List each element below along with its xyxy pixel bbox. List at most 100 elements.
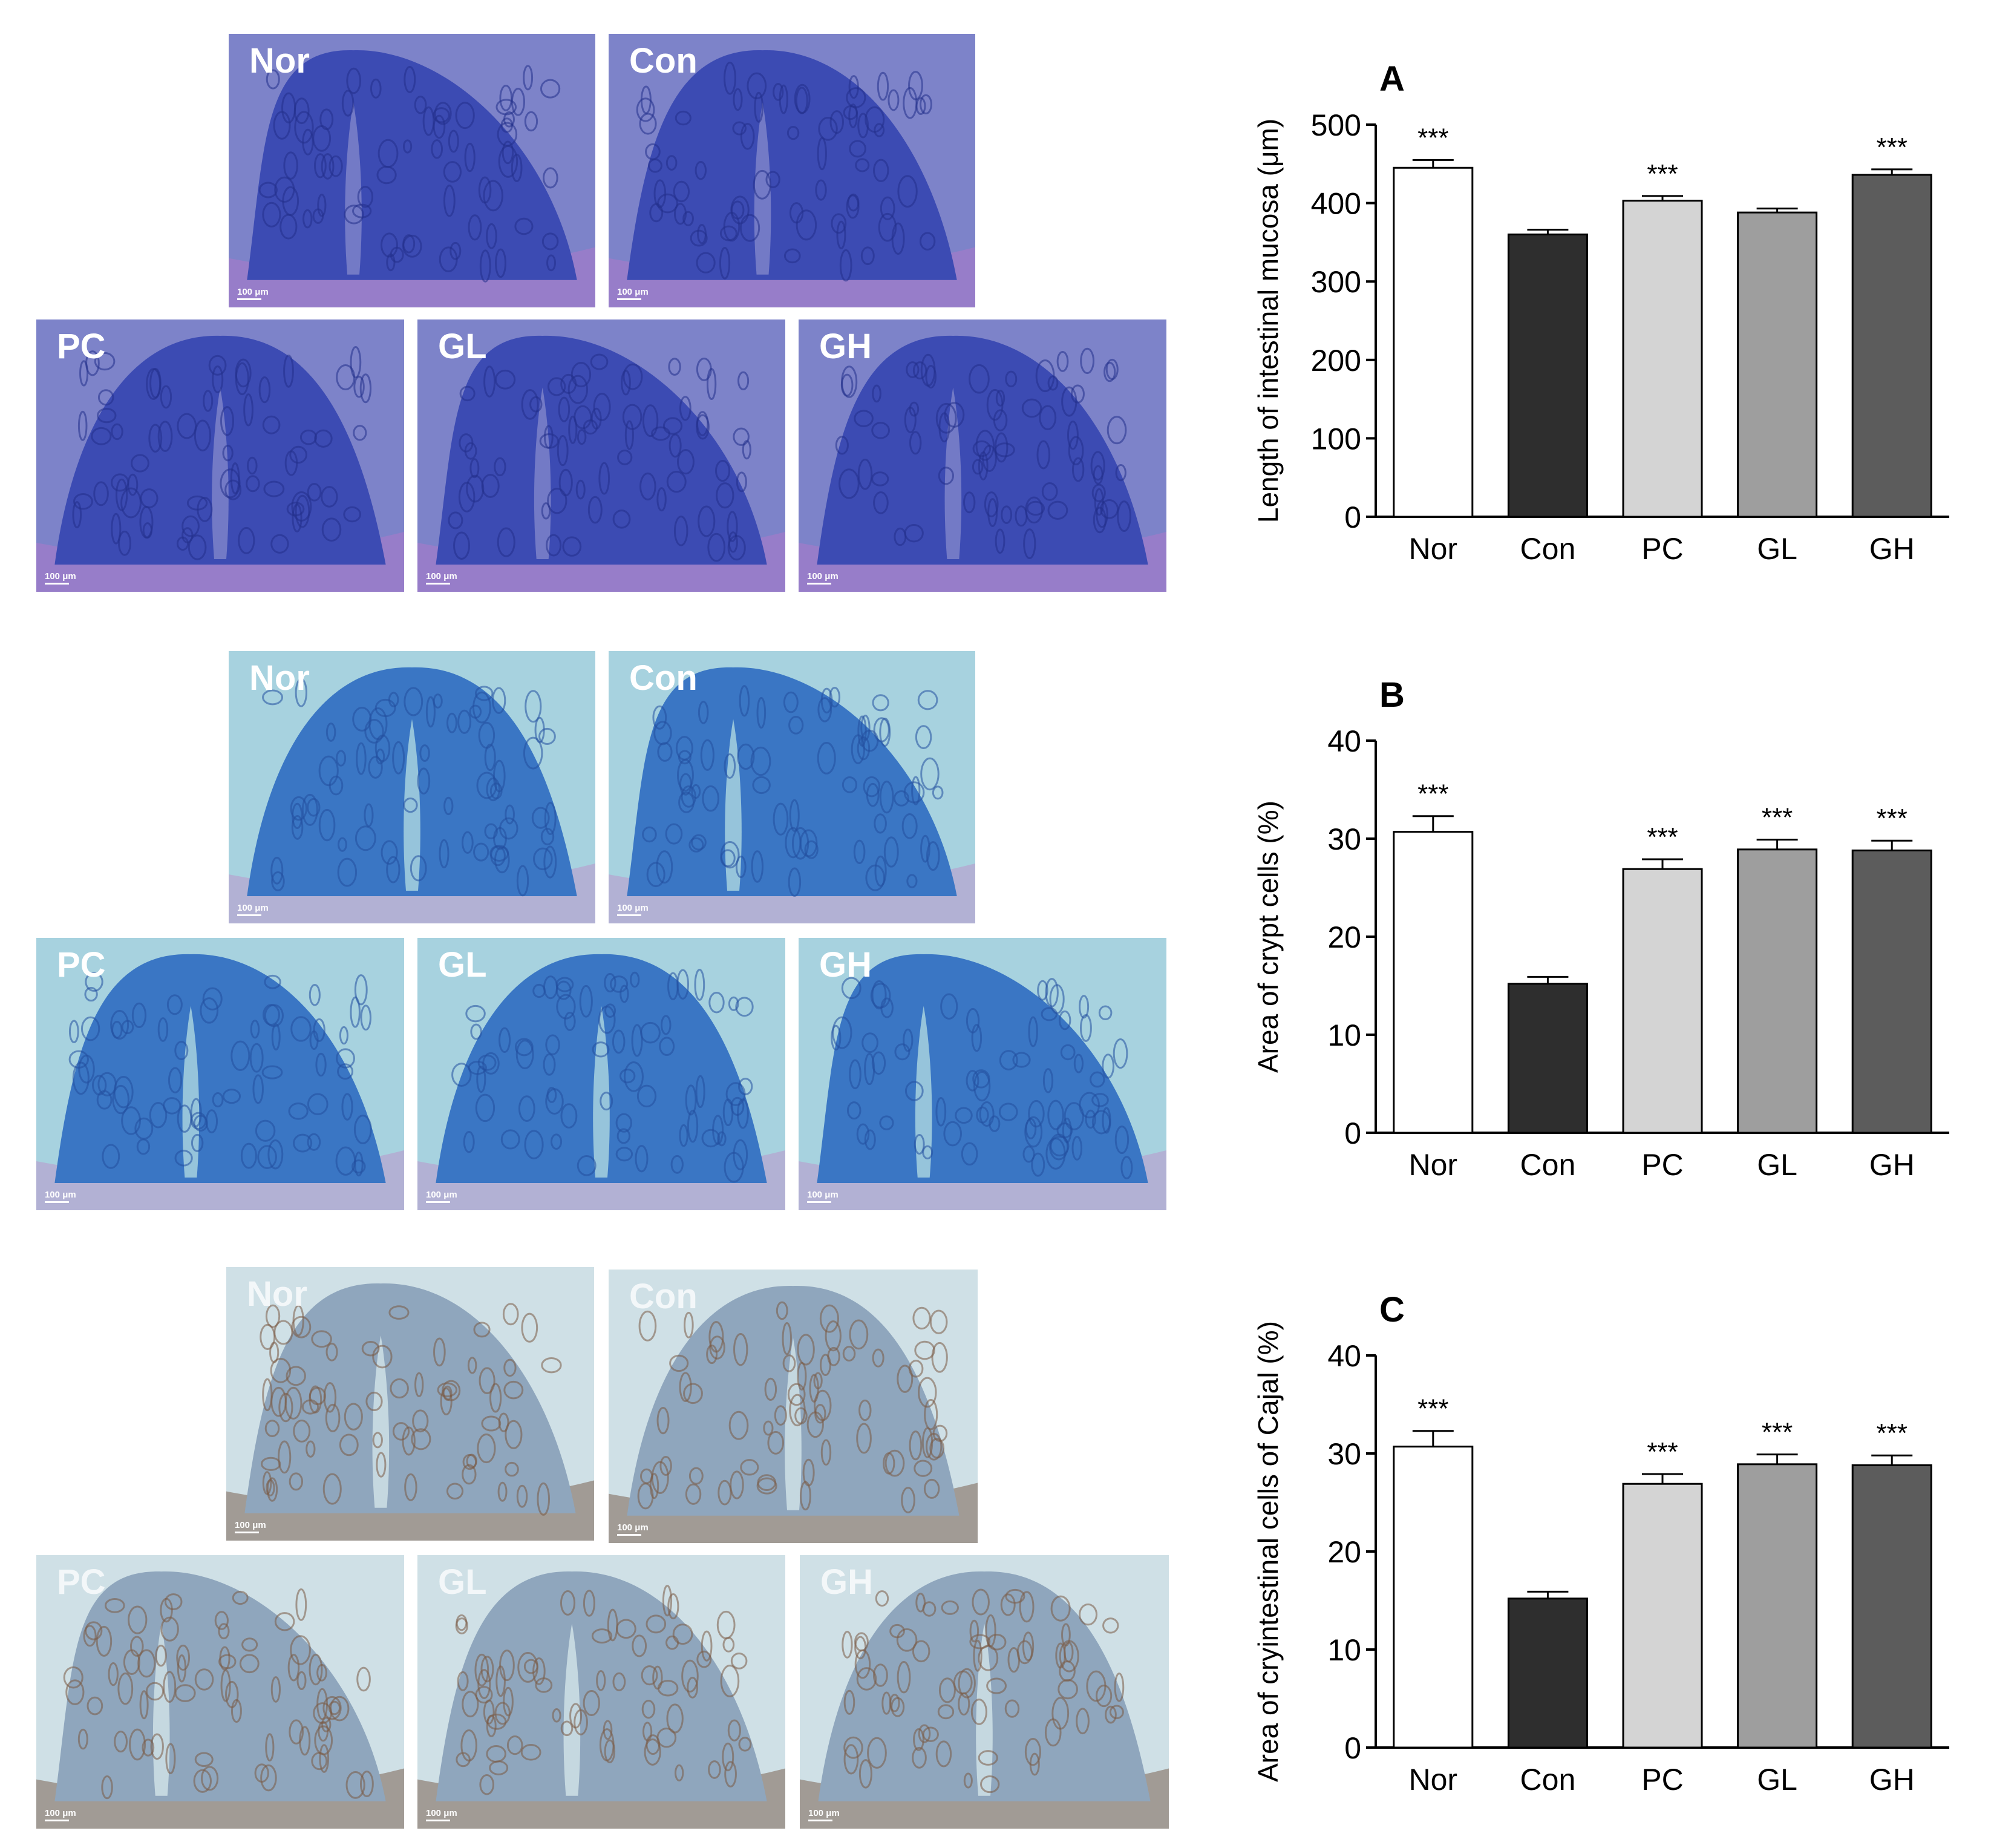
y-axis-label: Area of crypt cells (%): [1252, 801, 1284, 1073]
micrograph-label: GL: [438, 945, 487, 985]
scale-bar: 100 μm: [237, 903, 269, 916]
scale-bar-line: [235, 1532, 259, 1533]
scale-bar: 100 μm: [807, 571, 839, 585]
bar-gl: [1737, 1463, 1818, 1749]
y-tick-label: 300: [1311, 265, 1361, 299]
significance-marker: ***: [1762, 1418, 1793, 1447]
y-tick-label: 10: [1327, 1018, 1361, 1052]
micrograph-r3-gh: GH 100 μm: [800, 1555, 1169, 1829]
scale-bar: 100 μm: [617, 1522, 649, 1536]
scale-bar: 100 μm: [45, 1190, 76, 1203]
bar-gl: [1737, 848, 1818, 1134]
y-tick-label: 20: [1327, 920, 1361, 954]
significance-marker: ***: [1647, 159, 1678, 189]
panel-letter: C: [1379, 1290, 1405, 1329]
micrograph-label: GL: [438, 1562, 487, 1602]
bar-nor: [1393, 1446, 1474, 1749]
y-tick-label: 0: [1344, 1731, 1361, 1765]
y-tick-label: 30: [1327, 822, 1361, 856]
y-tick-label: 30: [1327, 1437, 1361, 1471]
x-tick-label: GL: [1757, 1148, 1797, 1182]
tissue-image: [417, 1555, 785, 1829]
bar-pc: [1622, 868, 1703, 1134]
significance-marker: ***: [1877, 133, 1908, 162]
x-tick-label: Con: [1520, 532, 1576, 566]
micrograph-grid: Nor 100 μm Con 100 μm PC 100 μm GL 100 μm GH…: [36, 34, 1169, 1829]
x-tick-label: Nor: [1409, 1763, 1458, 1797]
chart-a: A 0 100 200 300 400 500 Length of intestinal mu…: [1246, 36, 2014, 617]
micrograph-label: GH: [819, 945, 872, 985]
bar-pc: [1622, 200, 1703, 518]
scale-bar: 100 μm: [617, 287, 649, 300]
significance-marker: ***: [1647, 822, 1678, 852]
y-tick-label: 0: [1344, 500, 1361, 534]
scale-bar-line: [426, 583, 450, 585]
micrograph-label: GL: [438, 327, 487, 366]
bar-con: [1507, 983, 1588, 1134]
bar-con: [1507, 1597, 1588, 1749]
micrograph-r3-nor: Nor 100 μm: [226, 1267, 594, 1541]
scale-bar-text: 100 μm: [426, 1808, 457, 1818]
scale-bar: 100 μm: [617, 903, 649, 916]
y-axis-label: Length of intestinal mucosa (μm): [1252, 119, 1284, 523]
bar-pc: [1622, 1483, 1703, 1749]
micrograph-r2-pc: PC 100 μm: [36, 938, 404, 1210]
bar-gh: [1851, 174, 1932, 518]
tissue-image: [36, 1555, 404, 1829]
scale-bar-text: 100 μm: [45, 1190, 76, 1200]
scale-bar-text: 100 μm: [617, 903, 649, 913]
panel-letter: B: [1379, 675, 1405, 715]
x-tick-label: Nor: [1409, 1148, 1458, 1182]
significance-marker: ***: [1877, 804, 1908, 833]
x-tick-label: GL: [1757, 1763, 1797, 1797]
y-tick-label: 200: [1311, 344, 1361, 378]
scale-bar: 100 μm: [45, 571, 76, 585]
scale-bar: 100 μm: [808, 1808, 840, 1821]
micrograph-label: Con: [629, 41, 698, 80]
micrograph-label: Nor: [249, 658, 310, 698]
micrograph-label: GH: [820, 1562, 873, 1602]
micrograph-r3-pc: PC 100 μm: [36, 1555, 404, 1829]
scale-bar-line: [45, 1201, 69, 1203]
scale-bar-text: 100 μm: [235, 1520, 266, 1530]
micrograph-r1-pc: PC 100 μm: [36, 319, 404, 592]
scale-bar-text: 100 μm: [617, 287, 649, 297]
y-tick-label: 20: [1327, 1535, 1361, 1569]
scale-bar-text: 100 μm: [807, 1190, 839, 1200]
y-tick-label: 40: [1327, 1339, 1361, 1373]
micrograph-label: Con: [629, 1277, 698, 1316]
micrograph-r1-gh: GH 100 μm: [799, 319, 1166, 592]
scale-bar-text: 100 μm: [45, 1808, 76, 1818]
x-tick-label: GL: [1757, 532, 1797, 566]
bar-gh: [1851, 1464, 1932, 1749]
chart-b: B 0 10 20 30 40 Area of crypt cells (%) *** Nor C…: [1246, 652, 2014, 1233]
x-tick-label: Con: [1520, 1763, 1576, 1797]
bar-chart: C 0 10 20 30 40 Area of cryintestinal cells of…: [1252, 1290, 1949, 1797]
tissue-image: [417, 938, 785, 1210]
micrograph-r1-gl: GL 100 μm: [417, 319, 785, 592]
scale-bar: 100 μm: [426, 1190, 457, 1203]
micrograph-label: Con: [629, 658, 698, 698]
y-tick-label: 0: [1344, 1116, 1361, 1150]
scale-bar: 100 μm: [237, 287, 269, 300]
micrograph-r2-con: Con 100 μm: [609, 651, 975, 923]
micrograph-r2-nor: Nor 100 μm: [229, 651, 595, 923]
x-tick-label: GH: [1869, 1763, 1915, 1797]
bar-gh: [1851, 849, 1932, 1134]
x-tick-label: GH: [1869, 1148, 1915, 1182]
micrograph-r3-gl: GL 100 μm: [417, 1555, 785, 1829]
panel-letter: A: [1379, 59, 1405, 99]
y-tick-label: 400: [1311, 187, 1361, 221]
tissue-image: [799, 938, 1166, 1210]
y-tick-label: 40: [1327, 724, 1361, 758]
micrograph-label: PC: [57, 945, 106, 985]
scale-bar: 100 μm: [235, 1520, 266, 1533]
significance-marker: ***: [1877, 1418, 1908, 1448]
tissue-image: [226, 1267, 594, 1541]
x-tick-label: Nor: [1409, 532, 1458, 566]
x-tick-label: GH: [1869, 532, 1915, 566]
scale-bar-text: 100 μm: [45, 571, 76, 582]
scale-bar-text: 100 μm: [426, 571, 457, 582]
y-axis-label: Area of cryintestinal cells of Cajal (%): [1252, 1321, 1284, 1782]
micrograph-label: PC: [57, 1562, 106, 1602]
